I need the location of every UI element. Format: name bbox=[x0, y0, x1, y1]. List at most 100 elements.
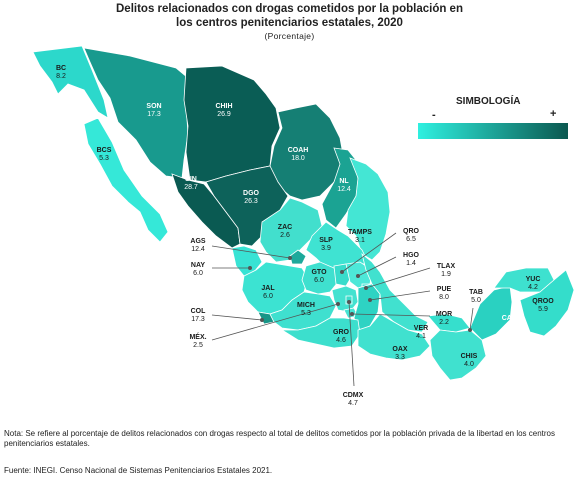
leader-dot-ags bbox=[287, 255, 292, 260]
state-value-coah: 18.0 bbox=[291, 155, 305, 162]
leader-line-tab bbox=[469, 307, 474, 331]
state-value-nay: 6.0 bbox=[193, 270, 203, 277]
leader-dot-pue bbox=[367, 297, 372, 302]
state-value-oax: 3.3 bbox=[395, 354, 405, 361]
state-value-dgo: 26.3 bbox=[244, 198, 258, 205]
state-label-mor: MOR bbox=[436, 311, 452, 318]
state-value-nl: 12.4 bbox=[337, 186, 351, 193]
state-oax bbox=[357, 313, 431, 361]
state-label-nl: NL bbox=[339, 178, 349, 185]
state-value-pue: 8.0 bbox=[439, 294, 449, 301]
state-value-ver: 4.1 bbox=[416, 333, 426, 340]
state-label-chih: CHIH bbox=[215, 103, 232, 110]
state-value-qroo: 5.9 bbox=[538, 306, 548, 313]
state-value-son: 17.3 bbox=[147, 111, 161, 118]
state-label-zac: ZAC bbox=[278, 224, 292, 231]
state-value-tab: 5.0 bbox=[471, 297, 481, 304]
state-label-sin: SIN bbox=[185, 176, 197, 183]
footnote: Nota: Se refiere al porcentaje de delito… bbox=[4, 429, 555, 448]
state-label-tlax: TLAX bbox=[437, 263, 456, 270]
state-value-tamps: 3.1 bbox=[355, 237, 365, 244]
state-value-mor: 2.2 bbox=[439, 319, 449, 326]
state-label-ags: AGS bbox=[190, 238, 206, 245]
state-chis bbox=[429, 329, 487, 381]
state-label-pue: PUE bbox=[437, 286, 452, 293]
state-value-ags: 12.4 bbox=[191, 246, 205, 253]
state-label-son: SON bbox=[146, 103, 161, 110]
leader-line-mex bbox=[211, 303, 339, 341]
state-value-chis: 4.0 bbox=[464, 361, 474, 368]
state-label-mx: MÉX. bbox=[189, 332, 206, 341]
state-value-mich: 5.3 bbox=[301, 310, 311, 317]
state-label-mich: MICH bbox=[297, 302, 315, 309]
leader-dot-tab bbox=[467, 327, 472, 332]
state-value-cdmx: 4.7 bbox=[348, 400, 358, 407]
state-value-slp: 3.9 bbox=[321, 245, 331, 252]
state-ver bbox=[361, 252, 429, 333]
state-label-nay: NAY bbox=[191, 262, 205, 269]
state-value-mx: 2.5 bbox=[193, 342, 203, 349]
state-gto bbox=[301, 261, 339, 295]
state-label-col: COL bbox=[191, 308, 207, 315]
state-bc bbox=[32, 45, 109, 119]
state-label-jal: JAL bbox=[261, 285, 275, 292]
leader-dot-qro bbox=[339, 269, 344, 274]
state-value-zac: 2.6 bbox=[280, 232, 290, 239]
state-label-cdmx: CDMX bbox=[343, 392, 364, 399]
leader-line-col bbox=[211, 314, 263, 321]
leader-dot-mex bbox=[335, 301, 340, 306]
map-subtitle: (Porcentaje) bbox=[264, 31, 315, 41]
state-value-col: 17.3 bbox=[191, 316, 205, 323]
map-title-line-1: Delitos relacionados con drogas cometido… bbox=[116, 3, 463, 15]
state-label-dgo: DGO bbox=[243, 190, 260, 197]
leader-dot-hgo bbox=[355, 273, 360, 278]
state-value-camp: 6.9 bbox=[507, 323, 517, 330]
state-label-bcs: BCS bbox=[97, 147, 112, 154]
leader-dot-tlax bbox=[363, 285, 368, 290]
state-label-gro: GRO bbox=[333, 329, 350, 336]
state-label-chis: CHIS bbox=[461, 353, 478, 360]
leader-dot-cdmx bbox=[346, 299, 351, 304]
leader-dot-col bbox=[259, 317, 264, 322]
legend-gradient-bar bbox=[418, 123, 568, 139]
state-value-chih: 26.9 bbox=[217, 111, 231, 118]
leader-line-mor bbox=[351, 313, 431, 317]
state-bcs bbox=[83, 117, 169, 243]
state-label-yuc: YUC bbox=[526, 276, 541, 283]
state-coah bbox=[269, 103, 345, 201]
state-ags bbox=[289, 249, 307, 265]
leader-dot-mor bbox=[349, 311, 354, 316]
state-label-camp: CAMP bbox=[502, 315, 523, 322]
leader-line-pue bbox=[369, 290, 431, 301]
state-value-sin: 28.7 bbox=[184, 184, 198, 191]
legend-plus-sign: + bbox=[550, 108, 557, 120]
state-label-qroo: QROO bbox=[532, 298, 554, 305]
leader-dot-nay bbox=[247, 265, 252, 270]
state-value-gro: 4.6 bbox=[336, 337, 346, 344]
state-label-tamps: TAMPS bbox=[348, 229, 372, 236]
state-camp bbox=[469, 285, 513, 341]
state-value-yuc: 4.2 bbox=[528, 284, 538, 291]
state-label-qro: QRO bbox=[403, 228, 420, 235]
legend-title: SIMBOLOGÍA bbox=[456, 96, 521, 107]
state-value-gto: 6.0 bbox=[314, 277, 324, 284]
state-label-hgo: HGO bbox=[403, 252, 420, 259]
map-title-line-2: los centros penitenciarios estatales, 20… bbox=[176, 17, 403, 29]
state-qroo bbox=[519, 269, 575, 337]
state-label-coah: COAH bbox=[288, 147, 309, 154]
state-gro bbox=[280, 317, 361, 349]
state-value-jal: 6.0 bbox=[263, 293, 273, 300]
state-tamps bbox=[345, 157, 391, 261]
state-label-bc: BC bbox=[56, 65, 66, 72]
state-label-oax: OAX bbox=[392, 346, 408, 353]
leader-line-qro bbox=[341, 232, 397, 273]
state-value-bcs: 5.3 bbox=[99, 155, 109, 162]
leader-line-tlax bbox=[365, 267, 431, 289]
legend-minus-sign: - bbox=[432, 109, 436, 121]
source-line: Fuente: INEGI. Censo Nacional de Sistema… bbox=[4, 466, 273, 475]
leader-line-cdmx bbox=[348, 301, 355, 387]
state-label-tab: TAB bbox=[469, 289, 483, 296]
state-chih bbox=[183, 65, 281, 183]
leader-line-ags bbox=[211, 245, 291, 259]
